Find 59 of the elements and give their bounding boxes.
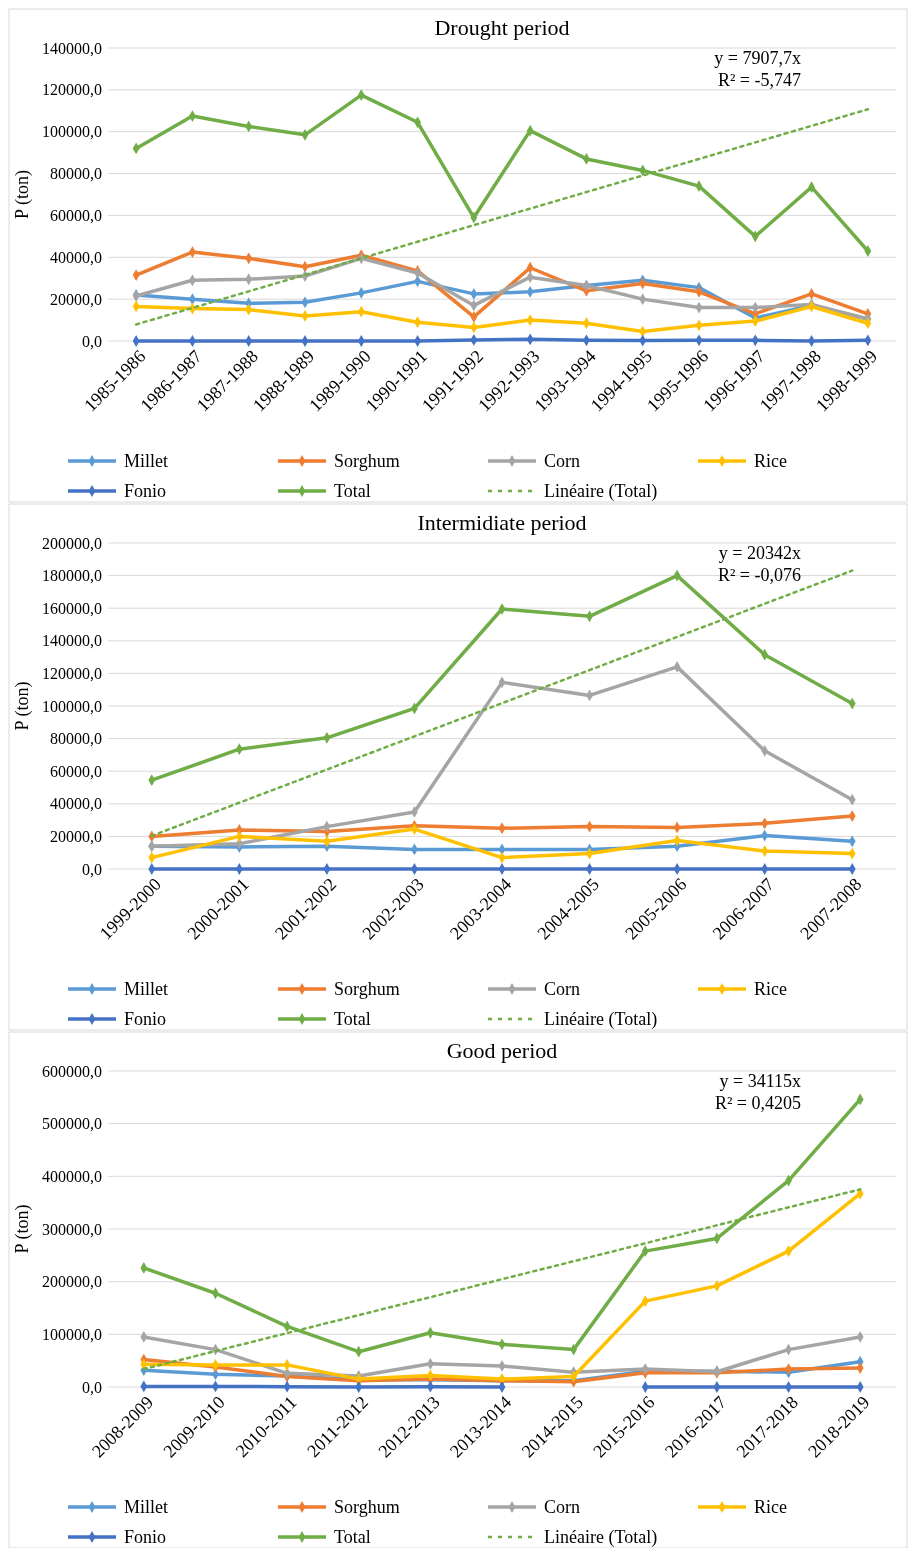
y-tick-label: 100000,0 <box>42 1325 102 1343</box>
legend-label: Rice <box>754 1497 787 1518</box>
y-tick-label: 80000,0 <box>50 730 102 748</box>
y-tick-label: 40000,0 <box>50 795 102 813</box>
y-tick-label: 60000,0 <box>50 762 102 780</box>
y-axis-title: P (ton) <box>12 170 33 219</box>
y-tick-label: 100000,0 <box>42 123 102 141</box>
y-tick-label: 80000,0 <box>50 165 102 183</box>
annotation: y = 34115x <box>719 1071 801 1091</box>
annotation: R² = 0,4205 <box>714 1093 801 1113</box>
legend-label: Total <box>334 1527 371 1548</box>
y-tick-label: 500000,0 <box>42 1115 102 1133</box>
legend-label: Linéaire (Total) <box>544 481 658 503</box>
y-tick-label: 180000,0 <box>42 567 102 585</box>
y-tick-label: 40000,0 <box>50 248 102 266</box>
legend-label: Rice <box>754 979 787 1000</box>
legend-label: Rice <box>754 451 787 472</box>
legend-label: Linéaire (Total) <box>544 1009 658 1031</box>
y-tick-label: 120000,0 <box>42 665 102 682</box>
legend-label: Fonio <box>124 1009 167 1030</box>
legend-label: Millet <box>124 979 168 1000</box>
y-tick-label: 160000,0 <box>42 599 102 617</box>
y-tick-label: 0,0 <box>82 332 102 350</box>
y-tick-label: 0,0 <box>82 1378 102 1396</box>
y-tick-label: 140000,0 <box>42 632 102 650</box>
annotation: R² = -5,747 <box>717 70 801 90</box>
y-tick-label: 0,0 <box>82 860 102 878</box>
legend-label: Sorghum <box>334 451 400 472</box>
legend-label: Millet <box>124 1497 168 1518</box>
chart-title: Drought period <box>434 15 570 40</box>
y-tick-label: 140000,0 <box>42 39 102 57</box>
annotation: R² = -0,076 <box>717 565 801 585</box>
y-tick-label: 20000,0 <box>50 828 102 845</box>
legend-label: Total <box>334 481 371 502</box>
legend-label: Corn <box>544 979 580 1000</box>
chart-title: Good period <box>446 1038 558 1063</box>
y-tick-label: 600000,0 <box>42 1062 102 1080</box>
y-tick-label: 200000,0 <box>42 1273 102 1291</box>
y-tick-label: 200000,0 <box>42 534 102 552</box>
y-axis-title: P (ton) <box>12 681 33 731</box>
legend-label: Fonio <box>124 1527 167 1548</box>
legend-label: Corn <box>544 451 580 472</box>
legend-label: Total <box>334 1009 371 1030</box>
chart-title: Intermidiate period <box>417 510 587 535</box>
y-tick-label: 120000,0 <box>42 81 102 99</box>
y-tick-label: 400000,0 <box>42 1167 102 1185</box>
y-axis-title: P (ton) <box>12 1204 33 1254</box>
y-tick-label: 100000,0 <box>42 697 102 715</box>
annotation: y = 20342x <box>718 543 801 563</box>
y-tick-label: 60000,0 <box>50 207 102 225</box>
annotation: y = 7907,7x <box>714 48 801 68</box>
legend-label: Corn <box>544 1497 580 1518</box>
y-tick-label: 20000,0 <box>50 290 102 308</box>
legend-label: Sorghum <box>334 1497 400 1518</box>
y-tick-label: 300000,0 <box>42 1220 102 1238</box>
legend-label: Fonio <box>124 481 167 502</box>
legend-label: Sorghum <box>334 979 400 1000</box>
legend-label: Millet <box>124 451 168 472</box>
legend-label: Linéaire (Total) <box>544 1527 658 1548</box>
